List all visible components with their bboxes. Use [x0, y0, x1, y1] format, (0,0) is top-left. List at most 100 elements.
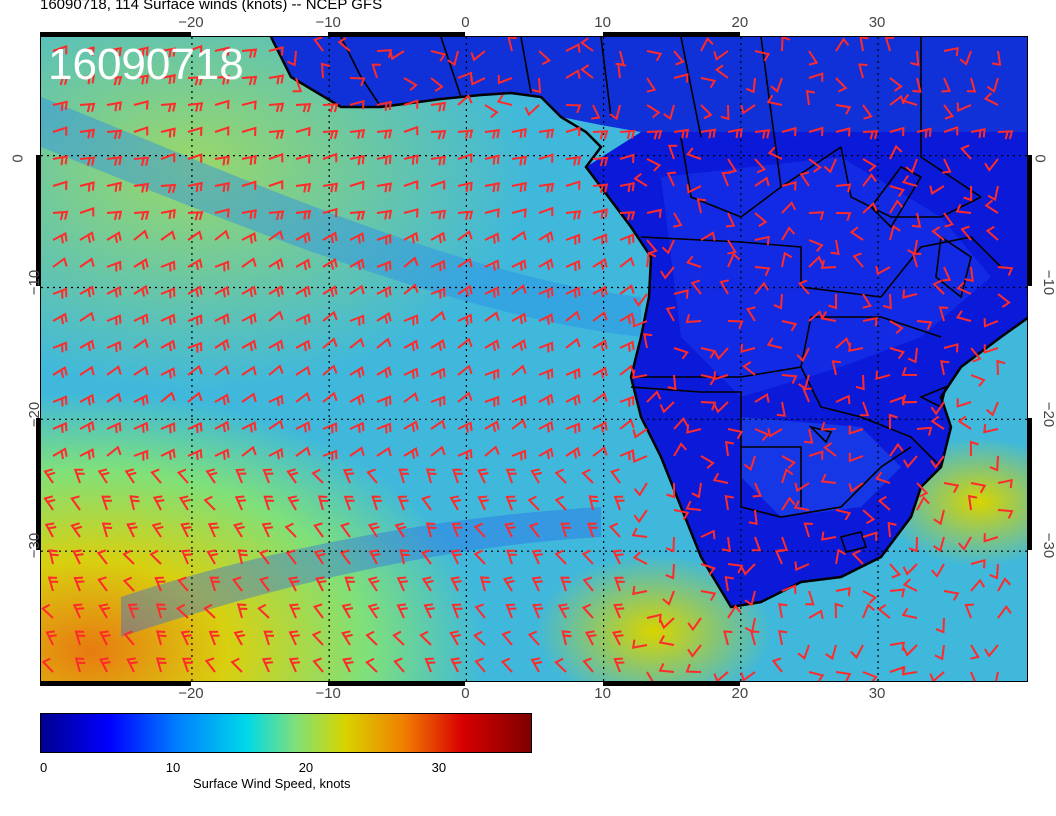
- wind-barb: [687, 644, 702, 658]
- wind-barb: [825, 644, 837, 661]
- wind-barb: [133, 449, 149, 461]
- lon-tick-bottom: 20: [731, 685, 749, 702]
- wind-barb: [286, 468, 299, 484]
- wind-barb: [79, 102, 96, 113]
- wind-barb: [48, 549, 59, 565]
- wind-barb: [72, 603, 85, 619]
- wind-barb: [470, 50, 486, 62]
- wind-barb: [560, 576, 571, 592]
- wind-barb: [659, 401, 675, 414]
- wind-barb: [214, 126, 230, 136]
- wind-barb: [288, 603, 301, 619]
- wind-barb: [989, 455, 999, 472]
- wind-barb: [511, 284, 527, 295]
- wind-barb: [902, 578, 918, 592]
- wind-barb: [79, 74, 95, 85]
- wind-barb: [983, 92, 999, 106]
- wind-barb: [727, 320, 744, 330]
- wind-barb: [565, 259, 581, 272]
- wind-barb: [808, 671, 825, 681]
- wind-barb: [719, 279, 730, 295]
- wind-barb: [457, 230, 473, 241]
- wind-barb: [766, 337, 783, 349]
- wind-barb: [581, 468, 594, 484]
- wind-barb: [592, 183, 609, 194]
- wind-barb: [288, 630, 300, 646]
- wind-barb: [997, 509, 1014, 519]
- wind-barb: [725, 212, 736, 228]
- wind-barb: [889, 442, 904, 457]
- wind-barb: [175, 603, 189, 619]
- wind-barb: [538, 258, 554, 271]
- map-title: 16090718, 114 Surface winds (knots) -- N…: [40, 0, 383, 13]
- wind-barb: [214, 99, 230, 110]
- wind-barb: [820, 421, 837, 431]
- wind-barb: [52, 44, 68, 55]
- wind-barb: [955, 310, 972, 322]
- wind-barb: [889, 199, 904, 214]
- wind-barb: [848, 482, 864, 493]
- wind-barb: [122, 549, 135, 565]
- wind-barb: [295, 339, 311, 352]
- wind-barb: [859, 37, 869, 52]
- wind-barb: [665, 563, 675, 580]
- wind-barb: [423, 603, 435, 619]
- wind-barb: [214, 448, 230, 460]
- wind-barb: [530, 468, 543, 484]
- wind-barb: [646, 130, 663, 140]
- wind-barb: [970, 644, 980, 660]
- wind-barb: [214, 46, 230, 57]
- wind-barb: [592, 392, 608, 403]
- wind-barb: [295, 421, 311, 433]
- wind-barb: [770, 77, 783, 93]
- wind-barb: [673, 509, 690, 521]
- wind-barb: [565, 446, 581, 459]
- wind-barb: [376, 337, 392, 349]
- wind-barb: [805, 590, 815, 606]
- wind-barb: [47, 576, 59, 592]
- wind-barb: [745, 77, 756, 94]
- wind-barb: [862, 201, 878, 214]
- wind-barb: [74, 630, 86, 646]
- wind-barb: [230, 657, 243, 673]
- wind-barb: [317, 495, 329, 511]
- wind-barb: [52, 395, 68, 407]
- wind-barb: [940, 360, 950, 376]
- wind-barb: [799, 171, 810, 187]
- wind-barb: [340, 522, 351, 538]
- wind-barb: [203, 495, 216, 511]
- wind-barb: [875, 370, 891, 381]
- wind-barb: [484, 420, 500, 433]
- wind-barb: [724, 575, 734, 592]
- wind-barb: [984, 199, 999, 214]
- wind-barb: [268, 74, 285, 85]
- wind-barb: [376, 311, 392, 324]
- wind-barb: [619, 129, 636, 140]
- wind-barb: [187, 341, 203, 353]
- wind-barb: [430, 155, 447, 166]
- wind-barb: [403, 420, 419, 433]
- wind-barb: [106, 231, 122, 244]
- wind-barb: [862, 509, 876, 525]
- wind-barb: [311, 630, 324, 646]
- wind-barb: [430, 180, 446, 190]
- wind-barb: [619, 256, 635, 268]
- wind-barb: [322, 391, 338, 403]
- wind-barb: [52, 287, 68, 299]
- wind-barb: [511, 230, 527, 241]
- wind-barb: [587, 522, 598, 538]
- wind-barb: [268, 339, 284, 352]
- wind-barb: [538, 50, 552, 66]
- wind-barb: [129, 495, 140, 511]
- wind-barb: [889, 126, 905, 137]
- wind-barb: [820, 310, 837, 322]
- wind-barb: [449, 630, 462, 646]
- wind-barb: [646, 671, 654, 681]
- wind-barb: [286, 50, 297, 67]
- wind-barb: [835, 212, 852, 222]
- lon-tick-top: 0: [461, 14, 470, 31]
- wind-barb: [989, 563, 999, 580]
- wind-barb: [646, 613, 662, 623]
- wind-barb: [295, 313, 311, 325]
- wind-barb: [632, 551, 648, 565]
